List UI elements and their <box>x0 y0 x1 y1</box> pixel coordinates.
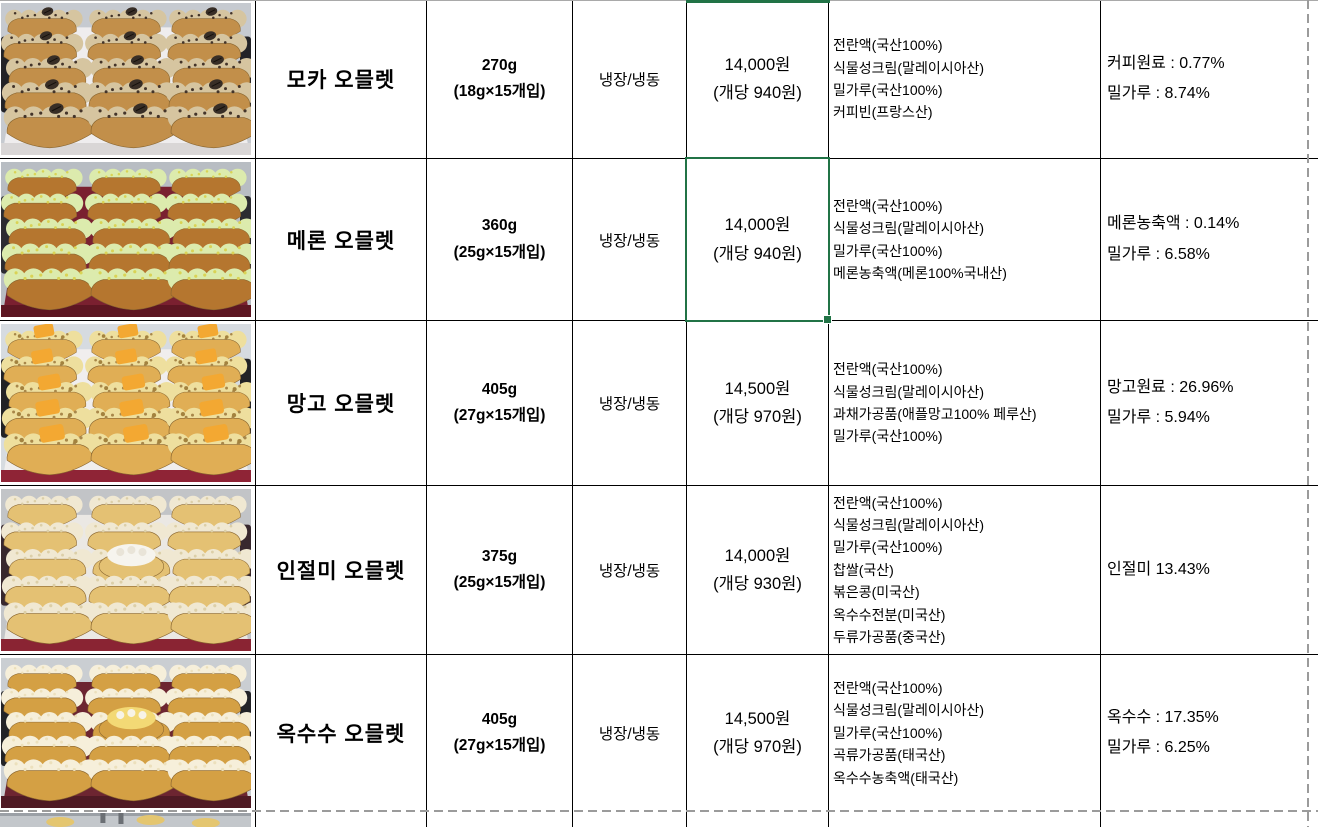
cell-percent[interactable]: 옥수수 : 17.35% 밀가루 : 6.25% <box>1101 655 1318 811</box>
cell-price[interactable]: 14,000원 (개당 930원) <box>687 486 829 655</box>
cell-weight[interactable]: 405g (27g×15개입) <box>427 655 573 811</box>
cell-empty[interactable] <box>829 811 1101 827</box>
product-photo-cell[interactable] <box>0 321 256 486</box>
product-photo-cell[interactable] <box>0 0 256 159</box>
product-photo-partial <box>0 813 251 827</box>
product-photo <box>1 162 251 317</box>
product-photo <box>1 489 251 651</box>
cell-storage[interactable]: 냉장/냉동 <box>573 655 687 811</box>
selection-border-top-segment <box>686 0 830 3</box>
cell-weight[interactable]: 270g (18g×15개입) <box>427 0 573 159</box>
cell-ingredients[interactable]: 전란액(국산100%) 식물성크림(말레이시아산) 밀가루(국산100%) 찹쌀… <box>829 486 1101 655</box>
product-photo-cell[interactable] <box>0 655 256 811</box>
cell-price[interactable]: 14,000원 (개당 940원) <box>687 0 829 159</box>
cell-weight[interactable]: 405g (27g×15개입) <box>427 321 573 486</box>
page-break-horizontal-line <box>0 810 1318 812</box>
cell-product-name[interactable]: 모카 오믈렛 <box>256 0 427 159</box>
cell-storage[interactable]: 냉장/냉동 <box>573 486 687 655</box>
cell-price[interactable]: 14,500원 (개당 970원) <box>687 321 829 486</box>
cell-storage[interactable]: 냉장/냉동 <box>573 321 687 486</box>
cell-empty[interactable] <box>427 811 573 827</box>
cell-ingredients[interactable]: 전란액(국산100%) 식물성크림(말레이시아산) 밀가루(국산100%) 커피… <box>829 0 1101 159</box>
product-photo <box>1 658 251 808</box>
cell-storage[interactable]: 냉장/냉동 <box>573 159 687 321</box>
cell-ingredients[interactable]: 전란액(국산100%) 식물성크림(말레이시아산) 밀가루(국산100%) 곡류… <box>829 655 1101 811</box>
cell-percent[interactable]: 인절미 13.43% <box>1101 486 1318 655</box>
product-photo <box>1 3 251 155</box>
page-break-vertical-line <box>1307 0 1309 827</box>
selection-fill-handle[interactable] <box>823 315 832 324</box>
cell-ingredients[interactable]: 전란액(국산100%) 식물성크림(말레이시아산) 밀가루(국산100%) 메론… <box>829 159 1101 321</box>
row-divider-top <box>0 0 1318 1</box>
cell-product-name[interactable]: 메론 오믈렛 <box>256 159 427 321</box>
product-photo <box>1 324 251 482</box>
cell-empty[interactable] <box>1101 811 1318 827</box>
cell-weight[interactable]: 360g (25g×15개입) <box>427 159 573 321</box>
cell-storage[interactable]: 냉장/냉동 <box>573 0 687 159</box>
cell-product-name[interactable]: 인절미 오믈렛 <box>256 486 427 655</box>
cell-ingredients[interactable]: 전란액(국산100%) 식물성크림(말레이시아산) 과채가공품(애플망고100%… <box>829 321 1101 486</box>
cell-price[interactable]: 14,500원 (개당 970원) <box>687 655 829 811</box>
cell-weight[interactable]: 375g (25g×15개입) <box>427 486 573 655</box>
cell-empty[interactable] <box>256 811 427 827</box>
cell-empty[interactable] <box>573 811 687 827</box>
cell-percent[interactable]: 커피원료 : 0.77% 밀가루 : 8.74% <box>1101 0 1318 159</box>
cell-product-name[interactable]: 망고 오믈렛 <box>256 321 427 486</box>
product-photo-cell[interactable] <box>0 159 256 321</box>
cell-price-selected[interactable]: 14,000원 (개당 940원) <box>687 159 829 321</box>
cell-percent[interactable]: 망고원료 : 26.96% 밀가루 : 5.94% <box>1101 321 1318 486</box>
cell-empty[interactable] <box>687 811 829 827</box>
product-photo-cell[interactable] <box>0 811 256 827</box>
cell-product-name[interactable]: 옥수수 오믈렛 <box>256 655 427 811</box>
cell-percent[interactable]: 메론농축액 : 0.14% 밀가루 : 6.58% <box>1101 159 1318 321</box>
product-photo-cell[interactable] <box>0 486 256 655</box>
